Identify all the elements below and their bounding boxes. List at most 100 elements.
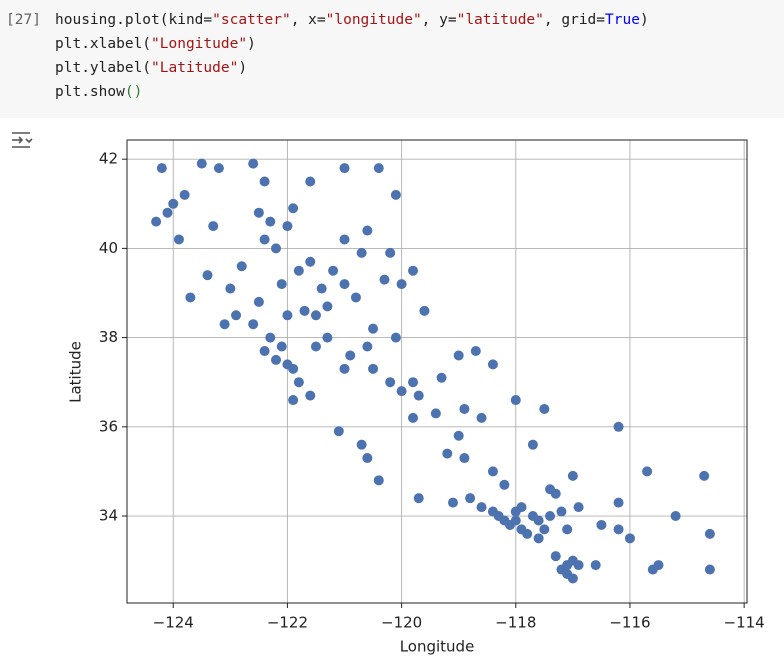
scatter-point — [419, 305, 430, 316]
scatter-point — [516, 502, 527, 513]
scatter-point — [362, 225, 373, 236]
scatter-point — [288, 363, 299, 374]
y-tick-label: 36 — [99, 417, 118, 435]
scatter-point — [470, 345, 481, 356]
scatter-point — [408, 265, 419, 276]
scatter-point — [487, 359, 498, 370]
code-token: housing.plot(kind= — [55, 12, 213, 28]
scatter-point — [339, 279, 350, 290]
scatter-point — [613, 497, 624, 508]
scatter-point — [567, 470, 578, 481]
scatter-point — [248, 319, 259, 330]
scatter-point — [590, 560, 601, 571]
y-tick-label: 38 — [99, 328, 118, 346]
scatter-point — [265, 216, 276, 227]
output-toggle-icon[interactable] — [10, 130, 36, 152]
scatter-point — [447, 497, 458, 508]
scatter-point — [533, 515, 544, 526]
scatter-point — [322, 301, 333, 312]
scatter-point — [390, 332, 401, 343]
scatter-point — [179, 189, 190, 200]
scatter-point — [453, 350, 464, 361]
scatter-point — [253, 296, 264, 307]
scatter-point — [293, 265, 304, 276]
scatter-point — [362, 341, 373, 352]
scatter-point — [213, 163, 224, 174]
scatter-point — [231, 310, 242, 321]
scatter-point — [328, 265, 339, 276]
scatter-point — [259, 234, 270, 245]
scatter-point — [253, 207, 264, 218]
scatter-point — [305, 176, 316, 187]
code-line: plt.ylabel("Latitude") — [55, 60, 247, 76]
scatter-point — [413, 390, 424, 401]
scatter-point — [670, 511, 681, 522]
scatter-point — [196, 158, 207, 169]
execution-count: [27] — [6, 12, 41, 28]
code-cell[interactable]: [27] housing.plot(kind="scatter", x="lon… — [0, 0, 784, 118]
scatter-point — [379, 274, 390, 285]
scatter-point — [459, 403, 470, 414]
scatter-point — [596, 519, 607, 530]
scatter-point — [310, 310, 321, 321]
scatter-point — [539, 524, 550, 535]
scatter-point — [436, 372, 447, 383]
x-tick-label: −118 — [495, 614, 536, 632]
y-tick-label: 40 — [99, 239, 118, 257]
scatter-point — [396, 279, 407, 290]
y-tick-label: 34 — [99, 507, 118, 525]
scatter-point — [545, 511, 556, 522]
code-token: , grid= — [543, 12, 606, 28]
scatter-point — [408, 412, 419, 423]
scatter-point — [271, 354, 282, 365]
code-string: "Longitude" — [151, 36, 248, 52]
scatter-point — [288, 203, 299, 214]
scatter-point — [573, 502, 584, 513]
scatter-point — [613, 421, 624, 432]
scatter-point — [276, 341, 287, 352]
scatter-point — [156, 163, 167, 174]
code-token: , y= — [421, 12, 457, 28]
scatter-point — [282, 221, 293, 232]
plot-frame — [126, 139, 748, 604]
scatter-point — [413, 493, 424, 504]
scatter-point — [510, 395, 521, 406]
scatter-point — [430, 408, 441, 419]
scatter-point — [465, 493, 476, 504]
scatter-point — [202, 270, 213, 281]
scatter-point — [322, 332, 333, 343]
code-token: , x= — [290, 12, 326, 28]
scatter-point — [562, 524, 573, 535]
scatter-point — [368, 363, 379, 374]
scatter-point — [185, 292, 196, 303]
scatter-point — [396, 386, 407, 397]
scatter-point — [310, 341, 321, 352]
scatter-point — [271, 243, 282, 254]
code-line: plt.show() — [55, 84, 142, 100]
scatter-point — [368, 323, 379, 334]
code-token: ) — [238, 60, 248, 76]
scatter-point — [510, 515, 521, 526]
x-axis-label: Longitude — [400, 638, 475, 656]
scatter-point — [533, 533, 544, 544]
x-tick-label: −124 — [153, 614, 194, 632]
scatter-point — [248, 158, 259, 169]
scatter-point — [453, 430, 464, 441]
scatter-point — [293, 377, 304, 388]
scatter-point — [265, 332, 276, 343]
scatter-point — [299, 305, 310, 316]
x-tick-label: −116 — [609, 614, 650, 632]
scatter-point — [527, 439, 538, 450]
x-tick-label: −122 — [267, 614, 308, 632]
scatter-point — [476, 502, 487, 513]
scatter-point — [339, 363, 350, 374]
scatter-point — [562, 560, 573, 571]
scatter-point — [408, 377, 419, 388]
scatter-point — [459, 453, 470, 464]
scatter-point — [276, 279, 287, 290]
scatter-point — [345, 350, 356, 361]
scatter-point — [373, 475, 384, 486]
code-line: plt.xlabel("Longitude") — [55, 36, 256, 52]
